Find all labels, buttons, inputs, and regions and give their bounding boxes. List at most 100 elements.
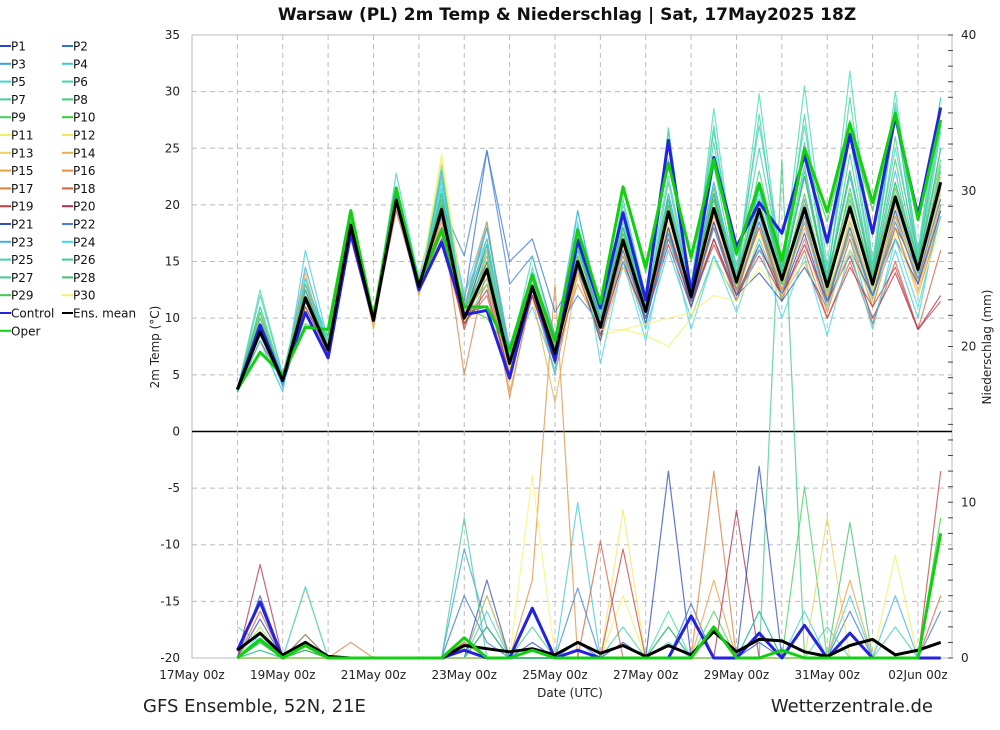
legend-label: P13 [11, 146, 34, 160]
legend-label: P15 [11, 164, 34, 178]
legend-item: P7 [0, 93, 26, 107]
legend-label: P10 [73, 111, 96, 125]
legend-item: P19 [0, 200, 34, 214]
y-tick-label: -15 [160, 594, 180, 608]
temp-line-oper [236, 111, 943, 391]
legend-item: P30 [62, 289, 96, 303]
legend-label: P30 [73, 289, 96, 303]
x-tick-label: 31May 00z [794, 668, 859, 682]
legend-item: P29 [0, 289, 34, 303]
precip-line-oper [236, 533, 943, 660]
legend-item: P1 [0, 40, 26, 54]
legend-label: P3 [11, 57, 26, 71]
footer-model-info: GFS Ensemble, 52N, 21E [143, 696, 366, 717]
legend-label: P20 [73, 200, 96, 214]
legend-label: P7 [11, 93, 26, 107]
temp-line-ens-mean [236, 181, 943, 391]
legend-item: P3 [0, 57, 26, 71]
legend-item: P6 [62, 75, 88, 89]
chart-title: Warsaw (PL) 2m Temp & Niederschlag | Sat… [278, 5, 856, 25]
legend-label: P19 [11, 200, 34, 214]
legend-label: P6 [73, 75, 88, 89]
legend-item: Oper [0, 324, 40, 338]
legend-item: P13 [0, 146, 34, 160]
legend-label: P29 [11, 289, 34, 303]
legend-label: Ens. mean [73, 307, 136, 321]
y-tick-label: -10 [160, 538, 180, 552]
temp-line-control [235, 107, 943, 390]
legend-label: P1 [11, 40, 26, 54]
legend-item: P20 [62, 200, 96, 214]
y-axis-label: 2m Temp (°C) [148, 306, 162, 389]
x-tick-label: 27May 00z [613, 668, 678, 682]
grid [191, 34, 953, 659]
legend-label: P5 [11, 75, 26, 89]
axes: -20 -15 -10 -5 0 5 10 15 20 25 30 35 17May 00z 19May … [159, 28, 976, 682]
legend-label: P23 [11, 235, 34, 249]
legend-label: P16 [73, 164, 96, 178]
legend-item: P22 [62, 218, 96, 232]
legend-item: P28 [62, 271, 96, 285]
legend-label: P2 [73, 40, 88, 54]
y-tick-label: 10 [165, 311, 180, 325]
legend-item: P15 [0, 164, 34, 178]
legend-label: P17 [11, 182, 34, 196]
legend-item: P23 [0, 235, 34, 249]
legend-label: P26 [73, 253, 96, 267]
legend-item: P24 [62, 235, 96, 249]
y-tick-label: 5 [172, 368, 180, 382]
footer-source: Wetterzentrale.de [771, 696, 933, 717]
legend-label: Oper [11, 324, 40, 338]
legend-item: P4 [62, 57, 88, 71]
legend-item: P5 [0, 75, 26, 89]
legend-item: P16 [62, 164, 96, 178]
legend-label: P4 [73, 57, 88, 71]
legend-label: P24 [73, 235, 96, 249]
legend-label: P12 [73, 129, 96, 143]
y-tick-label: 35 [165, 28, 180, 42]
legend-item: P27 [0, 271, 34, 285]
legend-item: P18 [62, 182, 96, 196]
legend-label: P18 [73, 182, 96, 196]
legend-item: Control [0, 307, 54, 321]
y-tick-label: 20 [165, 198, 180, 212]
legend-label: Control [11, 307, 54, 321]
legend-item: Ens. mean [62, 307, 136, 321]
legend-item: P26 [62, 253, 96, 267]
y2-tick-label: 40 [961, 28, 976, 42]
legend-item: P10 [62, 111, 96, 125]
legend-label: P27 [11, 271, 34, 285]
y-tick-label: 30 [165, 85, 180, 99]
legend-item: P21 [0, 218, 34, 232]
legend-label: P9 [11, 111, 26, 125]
legend-item: P2 [62, 40, 88, 54]
legend-label: P11 [11, 129, 34, 143]
precip-lines [236, 159, 943, 660]
legend-item: P12 [62, 129, 96, 143]
legend-label: P22 [73, 218, 96, 232]
x-tick-label: 21May 00z [341, 668, 406, 682]
y2-tick-label: 20 [961, 340, 976, 354]
x-tick-label: 19May 00z [250, 668, 315, 682]
x-tick-label: 25May 00z [522, 668, 587, 682]
legend-label: P14 [73, 146, 96, 160]
legend-label: P21 [11, 218, 34, 232]
x-tick-label: 02Jun 00z [888, 668, 947, 682]
y-tick-label: 25 [165, 141, 180, 155]
temp-lines [235, 70, 943, 404]
legend-item: P11 [0, 129, 34, 143]
y-tick-label: -20 [160, 651, 180, 665]
legend-item: P8 [62, 93, 88, 107]
x-tick-label: 29May 00z [704, 668, 769, 682]
y2-tick-label: 0 [961, 651, 969, 665]
legend-item: P14 [62, 146, 96, 160]
plot-area [191, 34, 953, 659]
legend-label: P25 [11, 253, 34, 267]
x-tick-label: 17May 00z [159, 668, 224, 682]
y2-axis-label: Niederschlag (mm) [980, 290, 994, 405]
y2-tick-label: 30 [961, 184, 976, 198]
legend-item: P9 [0, 111, 26, 125]
legend: P1 P2 P3 P4 P5 P6 P7 P8 P9 P10 P11 P12 P13 P14 P15 P16 P… [0, 40, 136, 338]
y-tick-label: -5 [168, 481, 180, 495]
